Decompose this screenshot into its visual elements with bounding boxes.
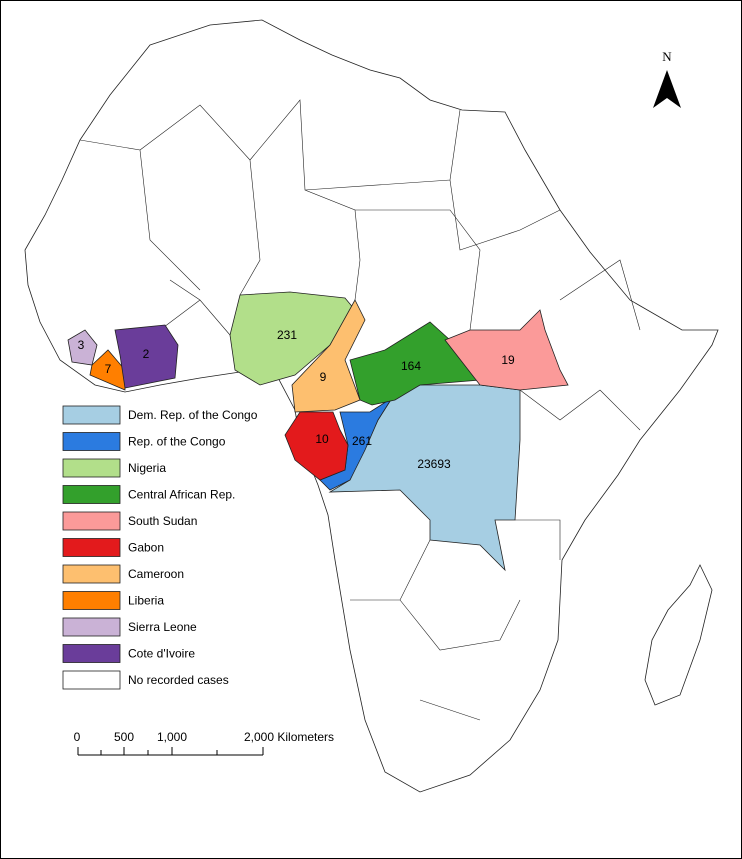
legend-label: Central African Rep.	[128, 488, 235, 502]
legend-label: Gabon	[128, 541, 164, 555]
legend-label: Nigeria	[128, 461, 166, 475]
legend-swatch	[62, 405, 121, 425]
country	[114, 324, 179, 389]
north-label: N	[662, 49, 672, 64]
case-count: 23693	[417, 457, 451, 471]
scale-ticks	[77, 747, 264, 755]
case-count: 261	[352, 434, 372, 448]
case-count: 164	[401, 359, 421, 373]
case-count: 3	[78, 338, 85, 352]
case-count: 2	[143, 347, 150, 361]
country	[284, 411, 349, 481]
legend-swatch	[62, 617, 121, 637]
case-count: 10	[315, 432, 329, 446]
legend-swatch	[62, 511, 121, 531]
legend-swatch	[62, 644, 121, 663]
legend-label: Cameroon	[128, 567, 184, 581]
north-arrow	[653, 70, 681, 108]
scale-label: 500	[114, 730, 134, 744]
legend-swatch	[62, 564, 121, 584]
legend-label: Dem. Rep. of the Congo	[128, 408, 258, 422]
legend-swatch	[62, 670, 121, 690]
legend-label: No recorded cases	[128, 673, 229, 687]
legend-label: Cote d'Ivoire	[128, 647, 195, 661]
legend-swatch	[62, 591, 121, 610]
case-count: 19	[501, 353, 515, 367]
madagascar	[644, 564, 713, 706]
legend-label: South Sudan	[128, 514, 197, 528]
case-count: 7	[105, 362, 112, 376]
legend-swatch	[62, 432, 121, 451]
scale-label: 2,000 Kilometers	[244, 730, 334, 744]
scale-label: 0	[74, 730, 81, 744]
country	[67, 329, 98, 366]
legend-label: Liberia	[128, 594, 164, 608]
case-count: 231	[277, 328, 297, 342]
africa-outline	[24, 19, 719, 793]
borders	[79, 99, 641, 721]
legend-label: Sierra Leone	[128, 620, 197, 634]
legend-swatch	[62, 458, 121, 478]
country	[291, 299, 366, 413]
case-count: 9	[320, 370, 327, 384]
scale-label: 1,000	[157, 730, 187, 744]
country	[444, 309, 569, 391]
legend-swatch	[62, 538, 121, 557]
country	[229, 291, 356, 386]
legend-swatch	[62, 485, 121, 504]
legend-label: Rep. of the Congo	[128, 435, 226, 449]
